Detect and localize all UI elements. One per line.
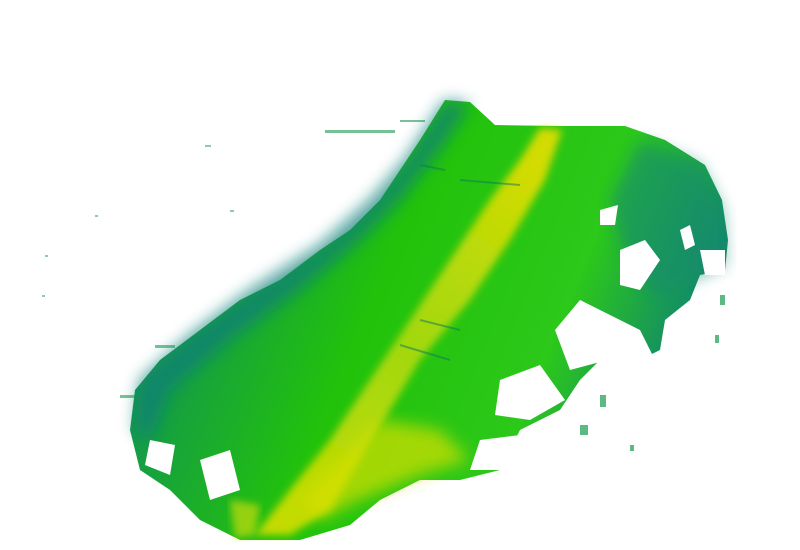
lower-yellow-patch: [300, 420, 470, 520]
yellow-streak: [255, 128, 562, 535]
bottom-left-yellow-patch: [230, 500, 260, 538]
left-teal-edge: [135, 100, 470, 440]
holes: [145, 205, 725, 500]
scatter-specks: [42, 120, 725, 451]
scan-lines: [399, 164, 521, 361]
